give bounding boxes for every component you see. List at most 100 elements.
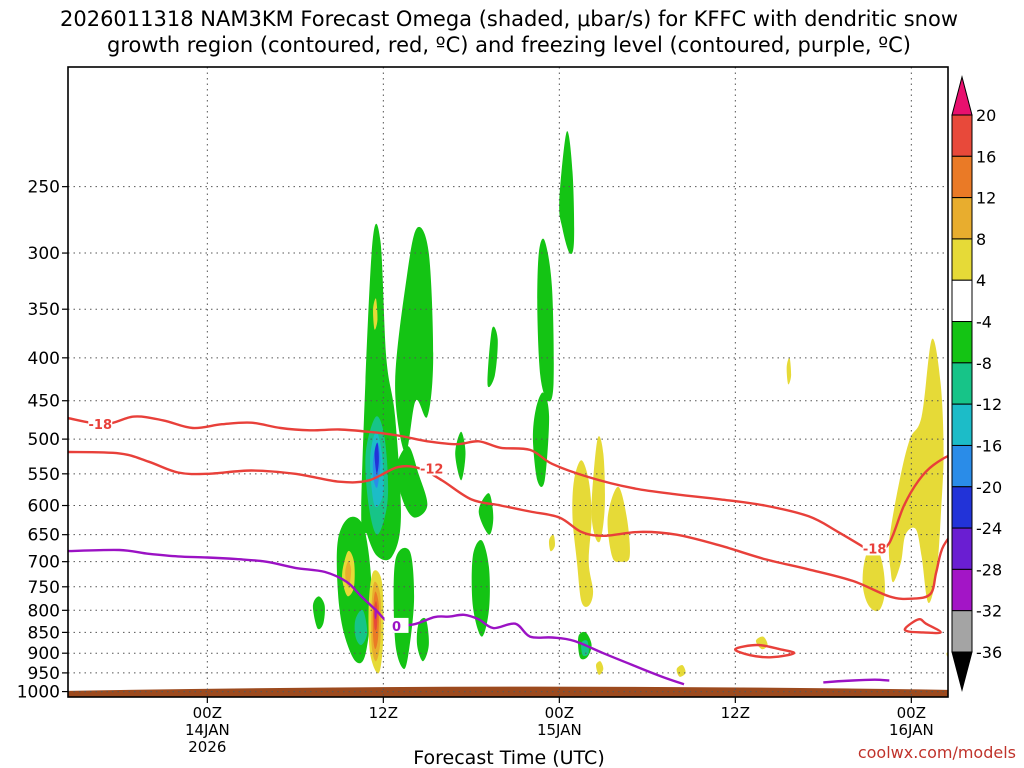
contour-lines: -18 -18 -12 0 xyxy=(68,415,948,686)
ytick-label-750: 750 xyxy=(28,578,60,598)
colorbar-label-11: -28 xyxy=(976,560,1002,579)
xtick-day-54: 16JAN xyxy=(889,721,934,739)
plot-area xyxy=(68,131,948,697)
omega-region-31 xyxy=(607,486,630,562)
omega-region-10 xyxy=(487,326,498,388)
colorbar-segment-1 xyxy=(951,155,973,199)
dgz-minus12-label-bg xyxy=(419,460,444,476)
ytick-label-650: 650 xyxy=(28,526,60,546)
omega-region-4 xyxy=(312,596,325,630)
omega-region-11 xyxy=(532,392,550,488)
credit-text: coolwx.com/models xyxy=(858,743,1016,762)
ytick-label-900: 900 xyxy=(28,644,60,664)
ytick-label-600: 600 xyxy=(28,497,60,517)
ytick-label-850: 850 xyxy=(28,623,60,643)
omega-region-36 xyxy=(786,357,792,385)
colorbar-label-12: -32 xyxy=(976,602,1002,621)
ytick-label-1000: 1000 xyxy=(17,683,60,703)
colorbar-label-7: -12 xyxy=(976,395,1002,414)
plot-clip-group xyxy=(68,131,948,697)
colorbar-label-8: -16 xyxy=(976,436,1002,455)
xtick-year-6: 2026 xyxy=(188,738,226,756)
colorbar-bottom-triangle xyxy=(951,651,973,692)
omega-region-1 xyxy=(395,226,434,454)
omega-region-33 xyxy=(595,661,604,675)
ytick-label-400: 400 xyxy=(28,349,60,369)
ytick-label-800: 800 xyxy=(28,601,60,621)
colorbar-label-10: -24 xyxy=(976,519,1002,538)
colorbar-segment-6 xyxy=(951,362,973,405)
freezing-level-label: 0 xyxy=(392,620,401,635)
omega-region-20 xyxy=(374,442,379,474)
omega-region-5 xyxy=(393,547,415,670)
omega-region-12 xyxy=(537,238,554,402)
colorbar-label-13: -36 xyxy=(976,643,1002,662)
xtick-day-30: 15JAN xyxy=(537,721,582,739)
dgz-loop-2-line xyxy=(903,618,942,635)
dgz-minus18-upper-label: -18 xyxy=(89,418,113,433)
dgz-minus18-upper-line xyxy=(68,415,876,555)
xtick-day-6: 14JAN xyxy=(185,721,230,739)
omega-region-9 xyxy=(471,539,490,637)
omega-region-6 xyxy=(416,617,429,662)
dgz-minus12-line xyxy=(68,450,948,601)
colorbar-segment-7 xyxy=(951,403,973,446)
colorbar-segment-4 xyxy=(951,279,973,323)
x-axis-label: Forecast Time (UTC) xyxy=(413,747,604,768)
colorbar-label-1: 16 xyxy=(976,147,996,166)
omega-region-13 xyxy=(559,131,575,254)
colorbar-segment-11 xyxy=(951,568,973,612)
colorbar-segment-12 xyxy=(951,610,973,653)
omega-region-32 xyxy=(548,534,556,552)
ytick-label-500: 500 xyxy=(28,430,60,450)
colorbar-segment-9 xyxy=(951,486,973,529)
colorbar-segment-0 xyxy=(951,114,973,157)
dgz-minus12-label: -12 xyxy=(420,462,444,477)
ytick-label-450: 450 xyxy=(28,392,60,412)
plot-frame xyxy=(67,66,949,698)
colorbar-segment-3 xyxy=(951,238,973,281)
chart-title-line2: growth region (contoured, red, ºC) and f… xyxy=(107,33,911,57)
colorbar-segment-8 xyxy=(951,444,973,488)
omega-region-34 xyxy=(676,665,686,677)
colorbar-label-2: 12 xyxy=(976,189,996,208)
colorbar-label-3: 8 xyxy=(976,230,986,249)
colorbar-segment-10 xyxy=(951,527,973,570)
ytick-label-550: 550 xyxy=(28,465,60,485)
xtick-label-54: 00Z xyxy=(897,704,926,722)
colorbar-label-5: -4 xyxy=(976,313,992,332)
ytick-label-350: 350 xyxy=(28,300,60,320)
dgz-minus18-lower-line xyxy=(873,454,948,555)
colorbar-label-6: -8 xyxy=(976,354,992,373)
axes: 2503003504004505005506006507007508008509… xyxy=(17,66,949,756)
colorbar-segment-2 xyxy=(951,197,973,240)
colorbar-label-9: -20 xyxy=(976,478,1002,497)
omega-region-28 xyxy=(373,298,378,330)
omega-region-7 xyxy=(455,431,466,481)
colorbar-segment-5 xyxy=(951,321,973,364)
omega-region-39 xyxy=(905,453,915,500)
dgz-minus18-lower-label: -18 xyxy=(863,542,887,557)
ytick-label-250: 250 xyxy=(28,178,60,198)
ytick-label-950: 950 xyxy=(28,664,60,684)
xtick-label-30: 00Z xyxy=(545,704,574,722)
freezing-level-line xyxy=(68,548,685,686)
grid-lines xyxy=(68,67,948,697)
dgz-minus18-upper-label-bg xyxy=(88,416,113,432)
xtick-label-42: 12Z xyxy=(721,704,750,722)
freezing-level-2-line xyxy=(823,678,890,684)
dgz-loop-1-line xyxy=(734,643,796,659)
xtick-label-18: 12Z xyxy=(369,704,398,722)
omega-region-38 xyxy=(888,338,944,604)
contour-clip-group: -18 -18 -12 0 xyxy=(68,415,948,686)
chart-title-line1: 2026011318 NAM3KM Forecast Omega (shaded… xyxy=(60,7,958,31)
ytick-label-700: 700 xyxy=(28,553,60,573)
colorbar-label-4: 4 xyxy=(976,271,986,290)
omega-region-8 xyxy=(478,493,494,535)
colorbar-top-triangle xyxy=(951,75,973,116)
colorbar: 20 16 12 8 4 -4 -8 -12 -16 -20 -24 -28 -32 -36 xyxy=(951,75,1002,692)
ytick-label-300: 300 xyxy=(28,244,60,264)
omega-region-16 xyxy=(354,609,368,646)
freezing-level-label-bg xyxy=(384,617,409,633)
